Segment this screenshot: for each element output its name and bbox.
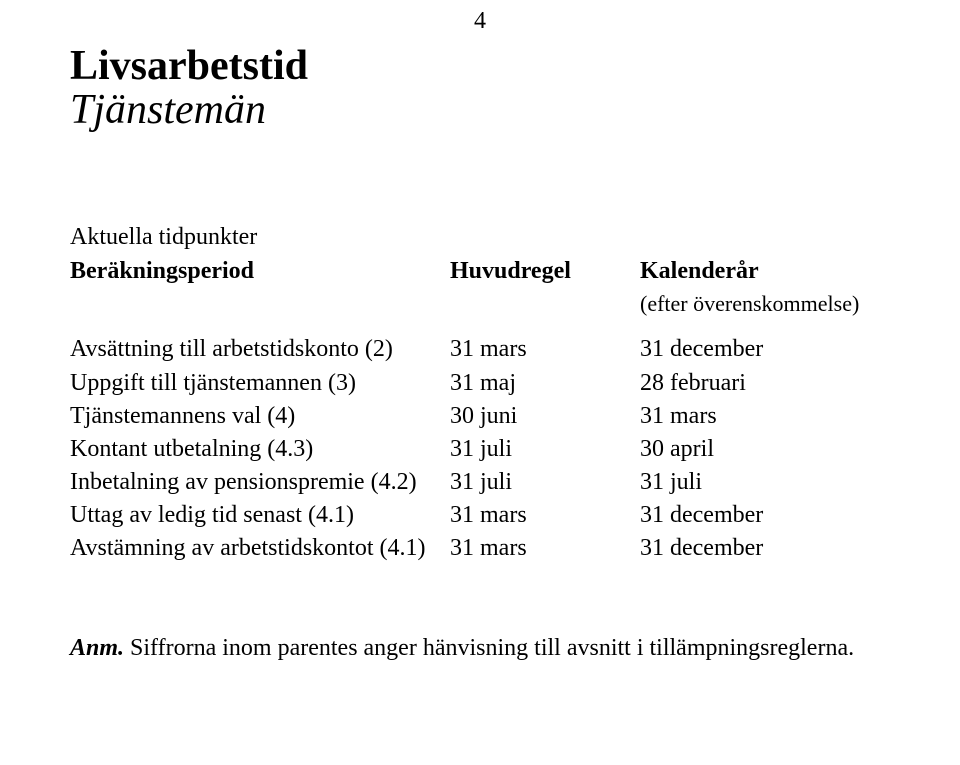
page-number: 4: [0, 8, 960, 35]
table-header-col1: Beräkningsperiod: [70, 255, 450, 321]
table-row-label: Avstämning av arbetstidskontot (4.1): [70, 532, 450, 565]
table-row-cell: 30 juni: [450, 400, 640, 433]
table-row-label: Avsättning till arbetstidskonto (2): [70, 333, 450, 366]
table-row-cell: 31 december: [640, 333, 890, 366]
footnote: Anm. Siffrorna inom parentes anger hänvi…: [70, 635, 890, 662]
timetable: Beräkningsperiod Huvudregel Kalenderår (…: [70, 255, 890, 565]
section-heading: Aktuella tidpunkter: [70, 224, 890, 251]
footnote-text: Siffrorna inom parentes anger hänvisning…: [124, 635, 854, 661]
table-row-label: Kontant utbetalning (4.3): [70, 433, 450, 466]
footnote-label: Anm.: [70, 635, 124, 661]
document-page: 4 Livsarbetstid Tjänstemän Aktuella tidp…: [0, 0, 960, 765]
table-row-cell: 31 mars: [450, 333, 640, 366]
table-header-col3-note: (efter överenskommelse): [640, 291, 859, 316]
table-header-col2: Huvudregel: [450, 255, 640, 321]
table-row-label: Inbetalning av pensionspremie (4.2): [70, 466, 450, 499]
table-header-col3-wrap: Kalenderår (efter överenskommelse): [640, 255, 890, 321]
table-row-cell: 31 mars: [450, 499, 640, 532]
title-main: Livsarbetstid: [70, 44, 890, 88]
table-row-cell: 31 mars: [450, 532, 640, 565]
table-row-cell: 31 mars: [640, 400, 890, 433]
title-subtitle: Tjänstemän: [70, 88, 890, 132]
table-spacer: [70, 321, 890, 333]
table-row-cell: 31 maj: [450, 367, 640, 400]
table-row-cell: 31 juli: [640, 466, 890, 499]
table-row-cell: 31 december: [640, 532, 890, 565]
table-row-cell: 28 februari: [640, 367, 890, 400]
table-row-cell: 31 juli: [450, 433, 640, 466]
table-row-label: Tjänstemannens val (4): [70, 400, 450, 433]
table-row-label: Uppgift till tjänstemannen (3): [70, 367, 450, 400]
table-row-label: Uttag av ledig tid senast (4.1): [70, 499, 450, 532]
table-row-cell: 31 december: [640, 499, 890, 532]
table-header-col3: Kalenderår: [640, 258, 759, 284]
table-row-cell: 30 april: [640, 433, 890, 466]
table-row-cell: 31 juli: [450, 466, 640, 499]
